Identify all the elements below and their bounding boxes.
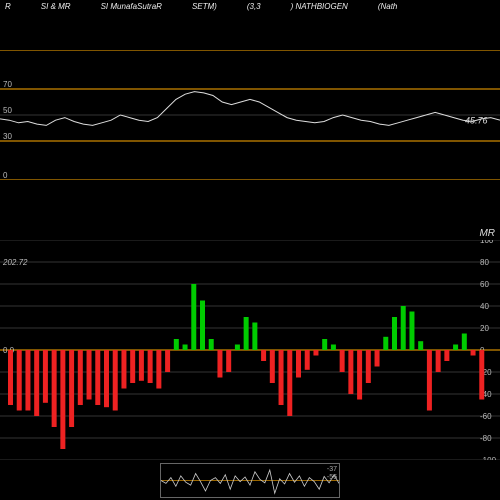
mr-label: MR <box>479 228 495 239</box>
header-text: SI MunafaSutraR <box>101 2 162 11</box>
svg-text:202.72: 202.72 <box>2 258 28 267</box>
svg-text:30: 30 <box>3 132 12 141</box>
chart-header: R SI & MR SI MunafaSutraR SETM) (3,3 ) N… <box>0 0 500 13</box>
mini-line-svg <box>161 464 339 497</box>
svg-text:60: 60 <box>480 280 489 289</box>
mr-bars-svg: -100-80-60-40-20020406080100202.720 0 <box>0 240 500 460</box>
header-text: ) NATHBIOGEN <box>291 2 348 11</box>
svg-text:45.76: 45.76 <box>465 116 488 126</box>
svg-text:-60: -60 <box>480 412 492 421</box>
header-text: R <box>5 2 11 11</box>
svg-text:20: 20 <box>480 324 489 333</box>
svg-text:50: 50 <box>3 106 12 115</box>
header-text: (3,3 <box>247 2 261 11</box>
mini-right-labels: -37 -56 <box>327 466 337 482</box>
rsi-panel: 030507010045.76 <box>0 50 500 180</box>
mini-panel: -37 -56 <box>160 463 340 498</box>
svg-text:-80: -80 <box>480 434 492 443</box>
svg-text:-100: -100 <box>480 456 497 460</box>
svg-text:0: 0 <box>3 171 8 180</box>
rsi-line-svg: 030507010045.76 <box>0 50 500 180</box>
svg-text:70: 70 <box>3 80 12 89</box>
header-text: SETM) <box>192 2 217 11</box>
svg-text:100: 100 <box>480 240 494 245</box>
mr-panel: MR -100-80-60-40-20020406080100202.720 0 <box>0 240 500 460</box>
svg-text:80: 80 <box>480 258 489 267</box>
svg-text:40: 40 <box>480 302 489 311</box>
header-text: (Nath <box>378 2 398 11</box>
mini-label: -56 <box>327 474 337 482</box>
header-text: SI & MR <box>41 2 71 11</box>
mini-label: -37 <box>327 466 337 474</box>
